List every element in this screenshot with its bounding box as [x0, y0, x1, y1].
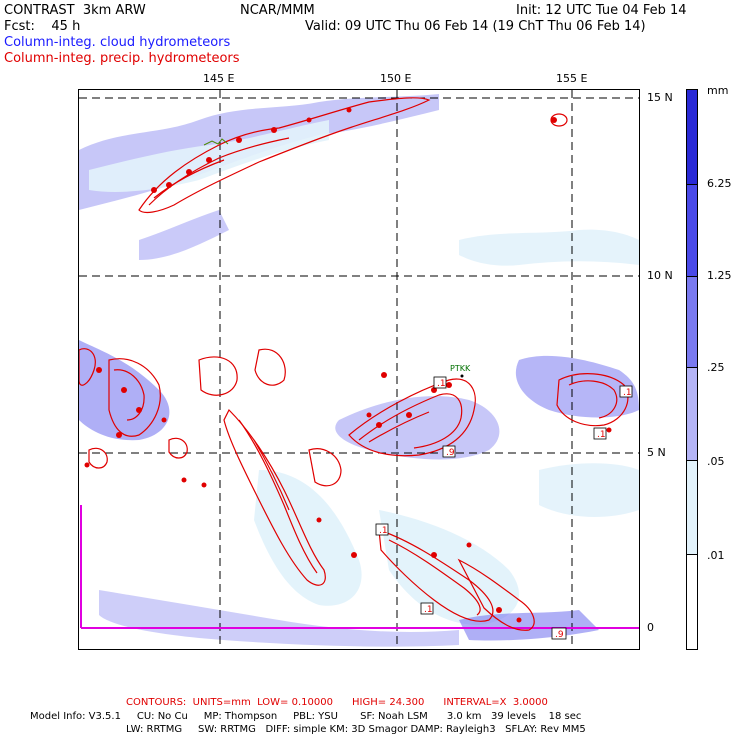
- colorbar: [686, 89, 698, 650]
- lat-label-5n: 5 N: [647, 446, 666, 459]
- lat-lon-grid: [79, 90, 639, 649]
- lat-label-0: 0: [647, 621, 654, 634]
- station-marker: PTKK: [203, 138, 471, 378]
- intense-cells: [84, 107, 612, 623]
- init-time: Init: 12 UTC Tue 04 Feb 14: [516, 3, 687, 18]
- contour-label: .1: [424, 605, 433, 615]
- model-title: CONTRAST 3km ARW: [4, 3, 146, 18]
- colorbar-segment: [687, 90, 697, 184]
- model-info-line1: Model Info: V3.5.1 CU: No Cu MP: Thompso…: [30, 711, 582, 722]
- institution: NCAR/MMM: [240, 3, 315, 18]
- forecast-hour: Fcst: 45 h: [4, 19, 81, 34]
- legend-cloud: Column-integ. cloud hydrometeors: [4, 35, 231, 50]
- contour-label: .1: [597, 430, 606, 440]
- lat-label-15n: 15 N: [647, 91, 673, 104]
- contour-label: .1: [623, 388, 632, 398]
- precip-contours: [79, 97, 629, 631]
- contour-label: .9: [446, 448, 455, 458]
- map-canvas: PTKK .1 .1 .9 .1 .1 .1 .9: [79, 90, 639, 649]
- contour-label: .1: [379, 526, 388, 536]
- colorbar-segment: [687, 367, 697, 460]
- colorbar-segment: [687, 276, 697, 367]
- colorbar-label: .05: [707, 455, 725, 468]
- contour-info: CONTOURS: UNITS=mm LOW= 0.10000 HIGH= 24…: [126, 697, 548, 708]
- contour-label: .9: [555, 630, 564, 640]
- contour-label: .1: [437, 379, 446, 389]
- lon-label-155: 155 E: [556, 72, 588, 85]
- cloud-field: [79, 94, 639, 647]
- colorbar-label: .01: [707, 549, 725, 562]
- colorbar-segment: [687, 554, 697, 649]
- colorbar-unit: mm: [707, 84, 729, 97]
- colorbar-segment: [687, 460, 697, 554]
- domain-boundary: [80, 505, 639, 629]
- map-panel: PTKK .1 .1 .9 .1 .1 .1 .9: [78, 89, 640, 650]
- lat-label-10n: 10 N: [647, 269, 673, 282]
- colorbar-label: .25: [707, 361, 725, 374]
- colorbar-label: 6.25: [707, 177, 732, 190]
- lon-label-150: 150 E: [380, 72, 412, 85]
- contour-labels: .1 .1 .9 .1 .1 .1 .9: [375, 376, 633, 640]
- model-info-line2: LW: RRTMG SW: RRTMG DIFF: simple KM: 3D …: [126, 724, 586, 735]
- valid-time: Valid: 09 UTC Thu 06 Feb 14 (19 ChT Thu …: [305, 19, 646, 34]
- colorbar-segment: [687, 184, 697, 276]
- colorbar-label: 1.25: [707, 269, 732, 282]
- station-label: PTKK: [450, 364, 471, 373]
- lon-label-145: 145 E: [203, 72, 235, 85]
- legend-precip: Column-integ. precip. hydrometeors: [4, 51, 240, 66]
